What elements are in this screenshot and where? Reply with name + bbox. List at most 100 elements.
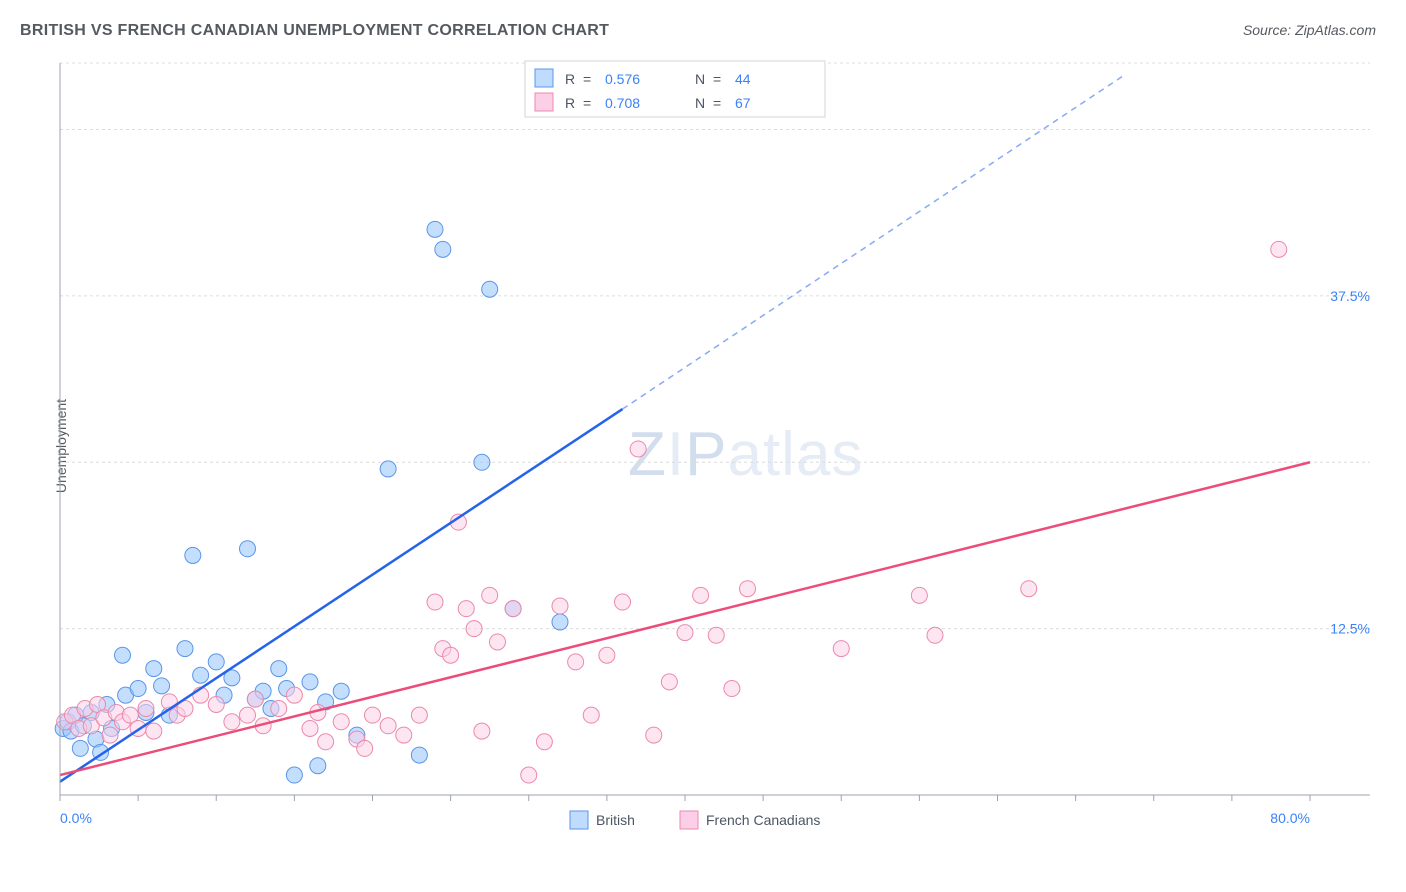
data-point <box>708 627 724 643</box>
legend-eq: = <box>583 71 591 87</box>
data-point <box>208 696 224 712</box>
legend-eq: = <box>713 71 721 87</box>
legend-top: R = 0.576 N = 44 R = 0.708 N = 67 <box>525 61 825 117</box>
data-point <box>482 587 498 603</box>
data-point <box>302 674 318 690</box>
legend-eq: = <box>583 95 591 111</box>
data-point <box>146 661 162 677</box>
data-point <box>154 678 170 694</box>
data-point <box>474 723 490 739</box>
data-point <box>318 734 334 750</box>
data-point <box>333 714 349 730</box>
data-point <box>552 614 568 630</box>
data-point <box>435 241 451 257</box>
data-point <box>240 541 256 557</box>
data-point <box>1021 581 1037 597</box>
chart-svg: ZIPatlas 12.5% 37.5% 0.0% 80.0% R = 0.576 N… <box>50 55 1380 845</box>
data-point <box>224 714 240 730</box>
data-point <box>693 587 709 603</box>
data-point <box>302 720 318 736</box>
data-point <box>286 687 302 703</box>
data-point <box>646 727 662 743</box>
legend-r-value-2: 0.708 <box>605 95 640 111</box>
data-point <box>911 587 927 603</box>
data-point <box>185 547 201 563</box>
data-point <box>474 454 490 470</box>
legend-r-label-1: R <box>565 71 575 87</box>
data-point <box>490 634 506 650</box>
legend-swatch-pink <box>535 93 553 111</box>
y-tick-label: 37.5% <box>1330 288 1370 304</box>
data-point <box>724 681 740 697</box>
data-point <box>427 594 443 610</box>
data-point <box>357 740 373 756</box>
data-point <box>115 647 131 663</box>
data-point <box>443 647 459 663</box>
data-point <box>583 707 599 723</box>
data-point <box>568 654 584 670</box>
data-point <box>380 718 396 734</box>
source-prefix: Source: <box>1243 22 1295 38</box>
data-point <box>466 621 482 637</box>
data-point <box>1271 241 1287 257</box>
legend-eq: = <box>713 95 721 111</box>
legend-label-french: French Canadians <box>706 812 820 828</box>
data-point <box>927 627 943 643</box>
legend-swatch-blue <box>535 69 553 87</box>
data-point <box>271 700 287 716</box>
legend-swatch-pink <box>680 811 698 829</box>
legend-label-british: British <box>596 812 635 828</box>
data-point <box>740 581 756 597</box>
data-point <box>833 641 849 657</box>
source-label: Source: ZipAtlas.com <box>1243 22 1376 38</box>
data-point <box>146 723 162 739</box>
data-point <box>630 441 646 457</box>
data-point <box>396 727 412 743</box>
data-point <box>177 641 193 657</box>
legend-n-label-2: N <box>695 95 705 111</box>
chart-title: BRITISH VS FRENCH CANADIAN UNEMPLOYMENT … <box>20 22 609 40</box>
legend-n-value-2: 67 <box>735 95 751 111</box>
legend-n-label-1: N <box>695 71 705 87</box>
data-point <box>482 281 498 297</box>
legend-r-value-1: 0.576 <box>605 71 640 87</box>
data-point <box>615 594 631 610</box>
data-point <box>193 667 209 683</box>
trend-line-blue-dash <box>623 76 1123 409</box>
y-tick-label: 12.5% <box>1330 621 1370 637</box>
data-point <box>380 461 396 477</box>
data-point <box>138 700 154 716</box>
data-point <box>271 661 287 677</box>
data-point <box>247 691 263 707</box>
data-point <box>521 767 537 783</box>
data-point <box>552 598 568 614</box>
data-point <box>661 674 677 690</box>
legend-bottom: British French Canadians <box>570 811 820 829</box>
data-point <box>536 734 552 750</box>
data-point <box>240 707 256 723</box>
data-point <box>310 758 326 774</box>
data-point <box>286 767 302 783</box>
source-name: ZipAtlas.com <box>1295 22 1376 38</box>
legend-swatch-blue <box>570 811 588 829</box>
data-point <box>130 681 146 697</box>
data-point <box>365 707 381 723</box>
data-point <box>427 221 443 237</box>
legend-n-value-1: 44 <box>735 71 751 87</box>
x-tick-label: 0.0% <box>60 810 92 826</box>
trend-line-pink <box>60 462 1310 775</box>
data-point <box>333 683 349 699</box>
watermark: ZIPatlas <box>628 420 863 489</box>
x-tick-label: 80.0% <box>1270 810 1310 826</box>
data-point <box>411 707 427 723</box>
data-point <box>677 625 693 641</box>
data-point <box>208 654 224 670</box>
data-point <box>102 727 118 743</box>
legend-r-label-2: R <box>565 95 575 111</box>
data-point <box>72 740 88 756</box>
scatter-plot: ZIPatlas 12.5% 37.5% 0.0% 80.0% R = 0.576 N… <box>50 55 1380 845</box>
data-point <box>505 601 521 617</box>
data-point <box>411 747 427 763</box>
data-point <box>599 647 615 663</box>
data-point <box>458 601 474 617</box>
